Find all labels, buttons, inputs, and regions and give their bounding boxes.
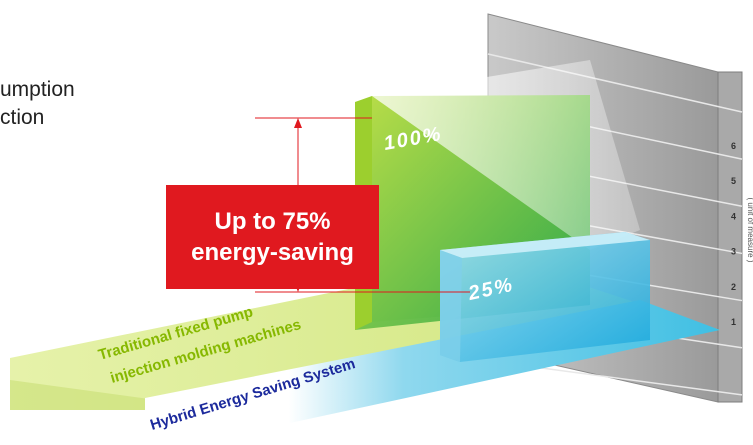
wall-gridline xyxy=(487,53,743,113)
scale-tick-label: 2 xyxy=(731,282,736,292)
header-line-1: umption xyxy=(0,78,75,101)
unit-side-note: ( unit of measure ) xyxy=(746,198,753,263)
energy-saving-callout: Up to 75% energy-saving xyxy=(166,185,379,289)
scale-tick-label: 4 xyxy=(731,211,736,221)
bar-hybrid xyxy=(440,232,650,362)
header-line-2: ction xyxy=(0,106,45,129)
scale-tick-label: 6 xyxy=(731,141,736,151)
scale-ticks: 1 2 3 4 5 6 xyxy=(731,141,736,327)
callout-line-1: Up to 75% xyxy=(214,208,331,235)
bar-traditional xyxy=(355,60,640,330)
scale-tick-label: 1 xyxy=(731,317,736,327)
scale-tick-label: 3 xyxy=(731,247,736,257)
callout-line-2: energy-saving xyxy=(191,239,354,266)
scale-tick-label: 5 xyxy=(731,176,736,186)
